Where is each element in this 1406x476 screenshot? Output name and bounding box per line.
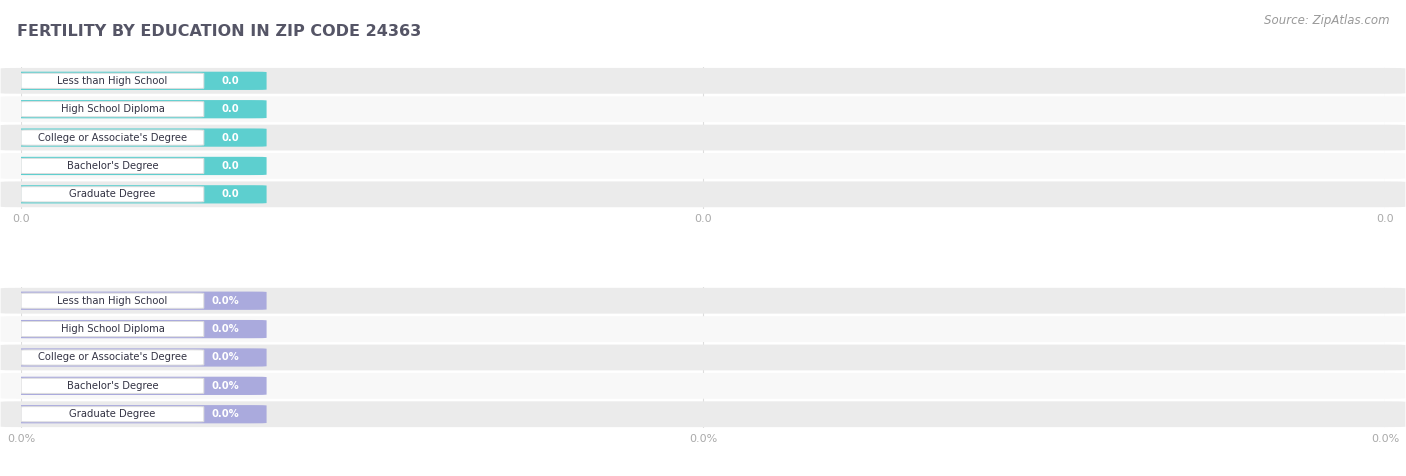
FancyBboxPatch shape [8, 377, 267, 395]
FancyBboxPatch shape [0, 345, 1406, 370]
FancyBboxPatch shape [21, 407, 204, 422]
Text: 0.0%: 0.0% [211, 381, 239, 391]
FancyBboxPatch shape [8, 157, 267, 175]
Text: Less than High School: Less than High School [58, 76, 167, 86]
FancyBboxPatch shape [8, 320, 267, 338]
FancyBboxPatch shape [0, 373, 1406, 399]
FancyBboxPatch shape [8, 405, 267, 423]
Text: High School Diploma: High School Diploma [60, 104, 165, 114]
FancyBboxPatch shape [0, 316, 1406, 342]
FancyBboxPatch shape [8, 100, 267, 119]
Text: High School Diploma: High School Diploma [60, 324, 165, 334]
Text: College or Associate's Degree: College or Associate's Degree [38, 352, 187, 362]
FancyBboxPatch shape [0, 401, 1406, 427]
Text: Graduate Degree: Graduate Degree [69, 409, 156, 419]
FancyBboxPatch shape [8, 72, 267, 90]
FancyBboxPatch shape [21, 378, 204, 394]
FancyBboxPatch shape [0, 125, 1406, 150]
FancyBboxPatch shape [21, 101, 204, 117]
FancyBboxPatch shape [21, 73, 204, 89]
Text: 0.0%: 0.0% [211, 409, 239, 419]
Text: 0.0: 0.0 [222, 76, 239, 86]
Text: 0.0: 0.0 [222, 133, 239, 143]
Text: 0.0%: 0.0% [211, 352, 239, 362]
Text: Source: ZipAtlas.com: Source: ZipAtlas.com [1264, 14, 1389, 27]
Text: 0.0%: 0.0% [211, 324, 239, 334]
Text: 0.0%: 0.0% [211, 296, 239, 306]
FancyBboxPatch shape [0, 68, 1406, 94]
FancyBboxPatch shape [21, 187, 204, 202]
FancyBboxPatch shape [21, 293, 204, 308]
Text: FERTILITY BY EDUCATION IN ZIP CODE 24363: FERTILITY BY EDUCATION IN ZIP CODE 24363 [17, 24, 422, 39]
Text: 0.0: 0.0 [222, 189, 239, 199]
Text: Bachelor's Degree: Bachelor's Degree [66, 161, 159, 171]
FancyBboxPatch shape [0, 288, 1406, 314]
FancyBboxPatch shape [21, 159, 204, 174]
FancyBboxPatch shape [8, 348, 267, 367]
Text: Less than High School: Less than High School [58, 296, 167, 306]
Text: Bachelor's Degree: Bachelor's Degree [66, 381, 159, 391]
FancyBboxPatch shape [8, 292, 267, 310]
Text: College or Associate's Degree: College or Associate's Degree [38, 133, 187, 143]
FancyBboxPatch shape [21, 350, 204, 365]
Text: 0.0: 0.0 [222, 161, 239, 171]
Text: Graduate Degree: Graduate Degree [69, 189, 156, 199]
FancyBboxPatch shape [0, 181, 1406, 207]
FancyBboxPatch shape [0, 153, 1406, 179]
Text: 0.0: 0.0 [222, 104, 239, 114]
FancyBboxPatch shape [21, 130, 204, 145]
FancyBboxPatch shape [21, 321, 204, 337]
FancyBboxPatch shape [8, 129, 267, 147]
FancyBboxPatch shape [0, 96, 1406, 122]
FancyBboxPatch shape [8, 185, 267, 203]
